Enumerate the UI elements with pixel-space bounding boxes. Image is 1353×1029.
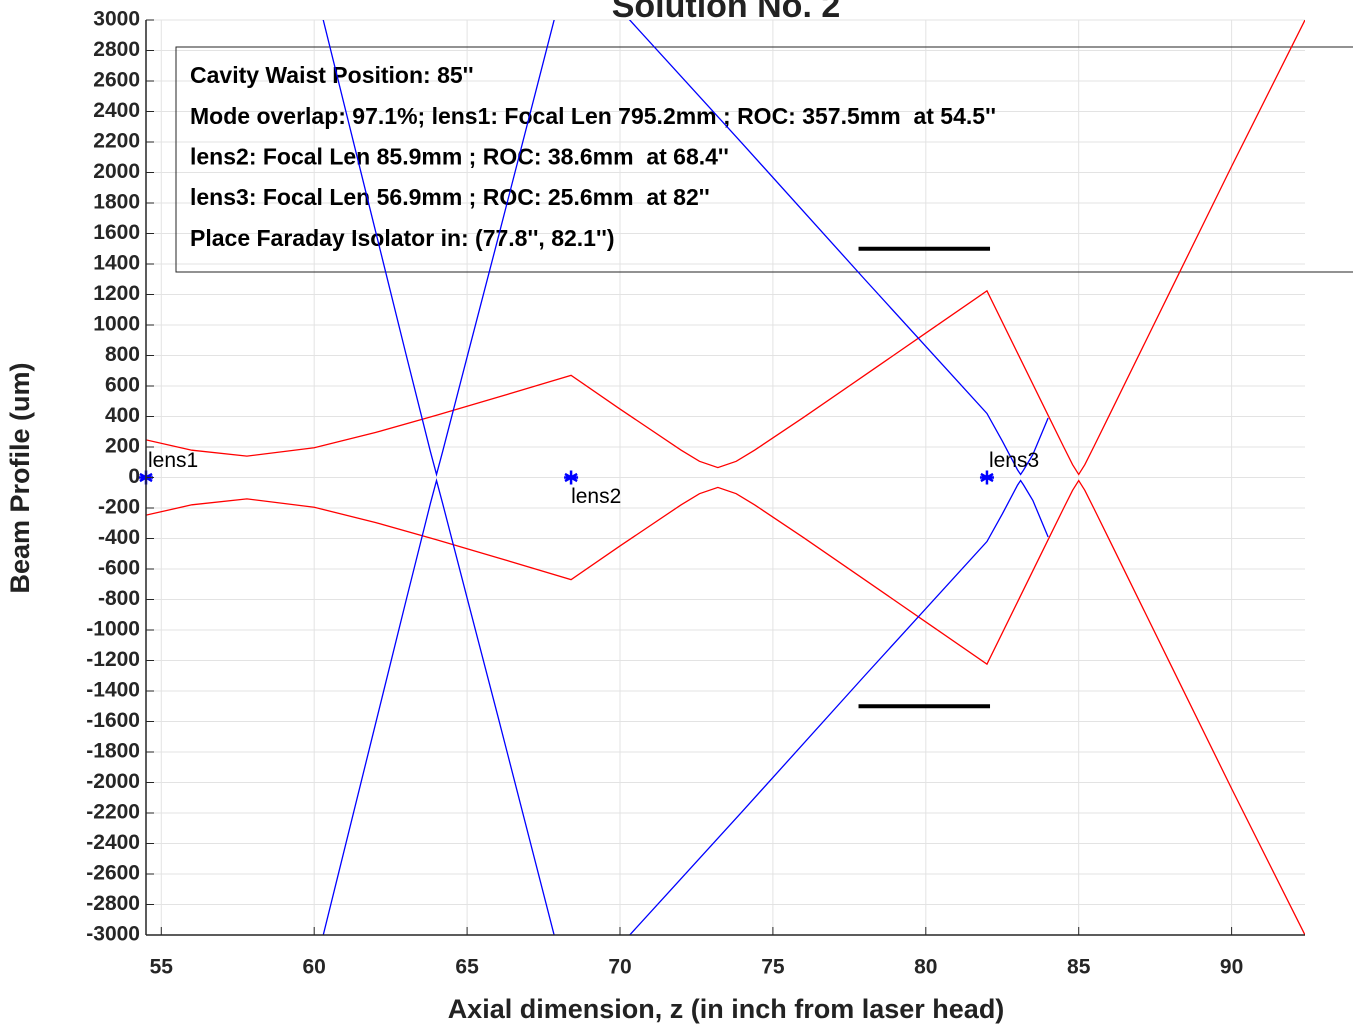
y-tick-label: -2400: [86, 831, 140, 854]
y-tick-label: 600: [105, 374, 140, 397]
y-tick-label: -1400: [86, 679, 140, 702]
y-tick-label: 1200: [93, 282, 140, 305]
lens-label: lens1: [148, 449, 198, 472]
annotation-line: lens2: Focal Len 85.9mm ; ROC: 38.6mm at…: [190, 143, 729, 169]
y-tick-label: 1800: [93, 191, 140, 214]
y-tick-label: -1800: [86, 740, 140, 763]
markers: lens1 lens2 lens3: [139, 449, 1039, 508]
lens-marker: [979, 470, 994, 485]
annotation-frame: [175, 46, 1353, 273]
y-tick-label: 200: [105, 435, 140, 458]
lens-label: lens3: [989, 449, 1039, 472]
x-tick-label: 85: [1067, 956, 1091, 979]
x-tick-label: 90: [1220, 956, 1243, 979]
beam-line: [322, 478, 1049, 935]
y-tick-label: 2200: [93, 130, 140, 153]
y-tick-label: 800: [105, 343, 140, 366]
y-tick-label: 1000: [93, 313, 140, 336]
y-tick-label: -2800: [86, 892, 140, 915]
axes: -3000-2800-2600-2400-2200-2000-1800-1600…: [86, 8, 1305, 979]
y-tick-label: 3000: [93, 8, 140, 31]
annotation-line: Place Faraday Isolator in: (77.8'', 82.1…: [190, 225, 615, 251]
y-tick-label: 2000: [93, 160, 140, 183]
beam-line: [322, 20, 1049, 477]
chart-title: Solution No. 2: [612, 0, 841, 25]
y-tick-label: -1600: [86, 709, 140, 732]
y-axis-label: Beam Profile (um): [5, 362, 35, 593]
annotation-box: Cavity Waist Position: 85'' Mode overlap:…: [175, 46, 1353, 273]
x-axis-label: Axial dimension, z (in inch from laser h…: [448, 994, 1005, 1024]
y-tick-label: -1000: [86, 618, 140, 641]
lines: [146, 20, 1305, 935]
x-tick-label: 75: [761, 956, 785, 979]
lens-marker: [564, 470, 579, 485]
beam-line: [146, 20, 1305, 476]
y-tick-label: -400: [98, 526, 140, 549]
beam-line: [146, 479, 1305, 935]
y-tick-label: 2400: [93, 99, 140, 122]
y-tick-label: 2600: [93, 69, 140, 92]
y-tick-label: 400: [105, 404, 140, 427]
annotation-line: Cavity Waist Position: 85'': [190, 62, 474, 88]
y-tick-label: -2000: [86, 770, 140, 793]
x-tick-label: 70: [608, 956, 631, 979]
y-tick-label: 2800: [93, 38, 140, 61]
y-tick-label: -2200: [86, 801, 140, 824]
y-tick-label: 0: [128, 465, 140, 488]
lens-label: lens2: [571, 485, 621, 508]
grid: [146, 19, 1305, 936]
y-tick-label: -3000: [86, 923, 140, 946]
x-tick-label: 65: [455, 956, 479, 979]
y-tick-label: 1600: [93, 221, 140, 244]
x-tick-label: 60: [303, 956, 326, 979]
y-tick-label: -800: [98, 587, 140, 610]
annotation-line: lens3: Focal Len 56.9mm ; ROC: 25.6mm at…: [190, 184, 710, 210]
annotation-line: Mode overlap: 97.1%; lens1: Focal Len 79…: [190, 103, 996, 129]
y-tick-label: -1200: [86, 648, 140, 671]
y-tick-label: -2600: [86, 862, 140, 885]
x-tick-label: 80: [914, 956, 937, 979]
y-tick-label: 1400: [93, 252, 140, 275]
y-tick-label: -200: [98, 496, 140, 519]
x-tick-label: 55: [150, 956, 174, 979]
y-tick-label: -600: [98, 557, 140, 580]
